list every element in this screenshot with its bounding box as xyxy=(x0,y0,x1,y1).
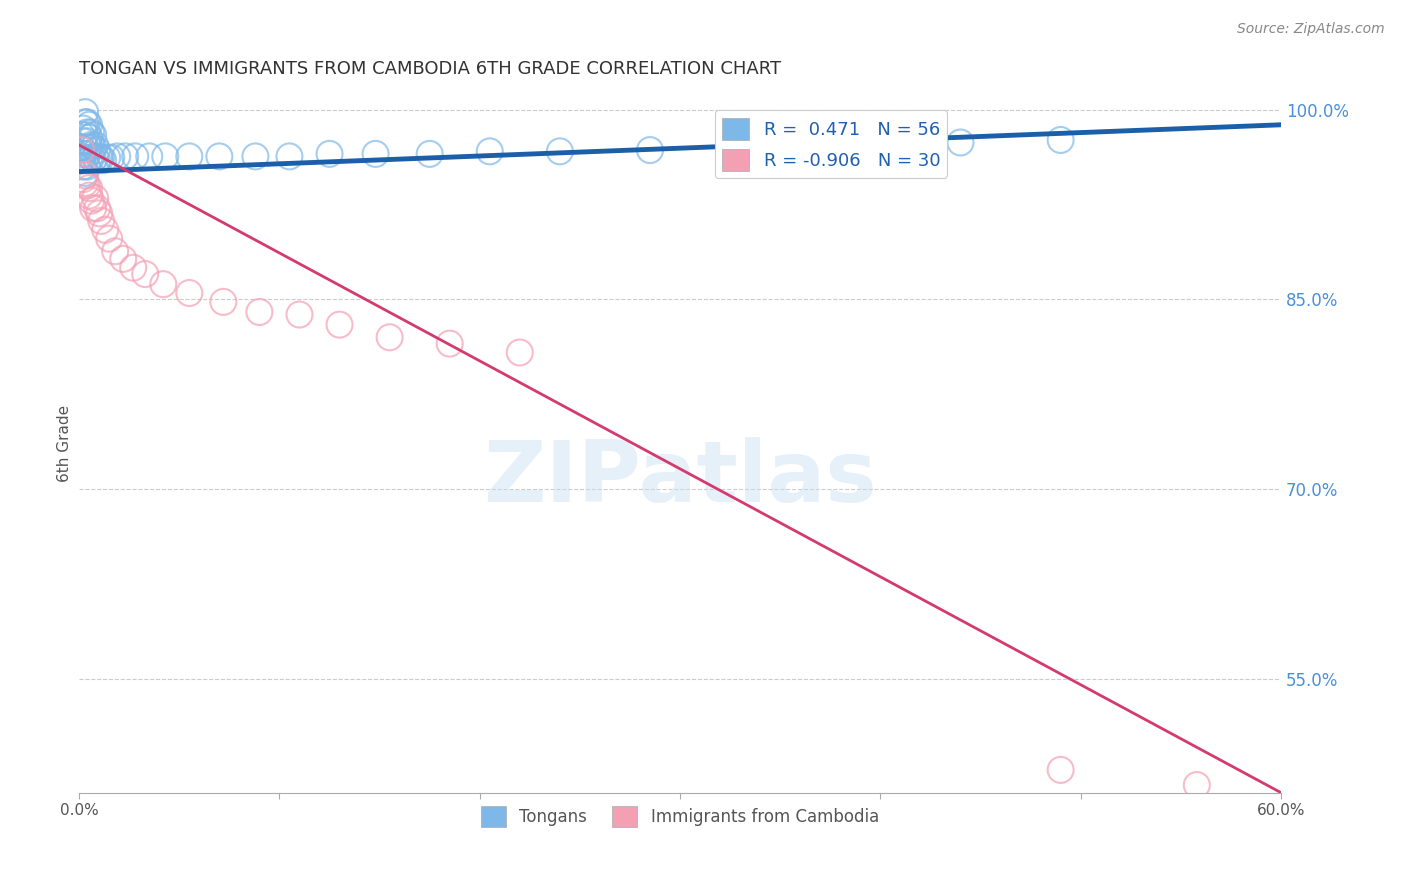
Point xyxy=(1185,778,1208,792)
Point xyxy=(155,149,177,163)
Point xyxy=(76,134,98,148)
Point xyxy=(77,181,100,195)
Y-axis label: 6th Grade: 6th Grade xyxy=(58,405,72,482)
Point xyxy=(89,206,111,220)
Point xyxy=(75,153,97,168)
Point xyxy=(76,160,98,174)
Point xyxy=(378,330,401,344)
Point xyxy=(75,140,97,154)
Point xyxy=(76,125,98,139)
Point xyxy=(104,244,127,259)
Point xyxy=(72,121,94,136)
Point xyxy=(76,178,98,193)
Point xyxy=(70,128,93,142)
Point xyxy=(77,188,100,202)
Point xyxy=(548,145,571,159)
Point xyxy=(80,194,103,208)
Point xyxy=(318,147,340,161)
Point xyxy=(152,277,174,292)
Point xyxy=(122,260,145,275)
Point xyxy=(70,140,93,154)
Text: Source: ZipAtlas.com: Source: ZipAtlas.com xyxy=(1237,22,1385,37)
Point xyxy=(1049,763,1071,777)
Point xyxy=(82,201,104,215)
Point xyxy=(179,149,201,163)
Point xyxy=(90,151,112,165)
Point xyxy=(728,140,751,154)
Point xyxy=(76,147,98,161)
Point xyxy=(179,285,201,300)
Legend: Tongans, Immigrants from Cambodia: Tongans, Immigrants from Cambodia xyxy=(474,799,886,833)
Point xyxy=(72,160,94,174)
Point xyxy=(247,305,270,319)
Point xyxy=(80,138,103,153)
Point xyxy=(80,151,103,165)
Point xyxy=(328,318,350,332)
Text: TONGAN VS IMMIGRANTS FROM CAMBODIA 6TH GRADE CORRELATION CHART: TONGAN VS IMMIGRANTS FROM CAMBODIA 6TH G… xyxy=(79,60,782,78)
Point xyxy=(77,130,100,145)
Point xyxy=(82,153,104,168)
Point xyxy=(80,125,103,139)
Point xyxy=(84,191,107,205)
Point xyxy=(124,149,146,163)
Point xyxy=(91,153,114,168)
Point xyxy=(1049,133,1071,147)
Point xyxy=(105,149,128,163)
Point xyxy=(245,149,267,163)
Point xyxy=(839,138,862,153)
Point xyxy=(112,252,135,266)
Point xyxy=(509,345,531,359)
Point xyxy=(278,149,301,163)
Point xyxy=(89,151,111,165)
Point xyxy=(86,201,108,215)
Point xyxy=(70,143,93,157)
Point xyxy=(94,223,117,237)
Point xyxy=(419,147,441,161)
Point xyxy=(72,147,94,161)
Point xyxy=(98,232,121,246)
Point xyxy=(288,308,311,322)
Point xyxy=(100,151,122,165)
Point xyxy=(86,153,108,168)
Point xyxy=(75,176,97,190)
Point xyxy=(439,336,461,351)
Point xyxy=(82,140,104,154)
Point xyxy=(114,149,136,163)
Point xyxy=(70,153,93,168)
Point xyxy=(949,136,972,150)
Text: ZIPatlas: ZIPatlas xyxy=(484,437,877,520)
Point xyxy=(75,166,97,180)
Point xyxy=(75,128,97,142)
Point xyxy=(212,294,235,309)
Point xyxy=(134,267,156,281)
Point xyxy=(96,151,118,165)
Point xyxy=(77,140,100,154)
Point xyxy=(77,153,100,168)
Point xyxy=(75,169,97,183)
Point xyxy=(75,115,97,129)
Point xyxy=(364,147,387,161)
Point xyxy=(208,149,231,163)
Point xyxy=(90,214,112,228)
Point xyxy=(638,143,661,157)
Point xyxy=(76,115,98,129)
Point xyxy=(478,145,501,159)
Point xyxy=(86,143,108,157)
Point xyxy=(72,134,94,148)
Point xyxy=(72,172,94,186)
Point xyxy=(84,151,107,165)
Point xyxy=(82,128,104,142)
Point xyxy=(84,138,107,153)
Point xyxy=(138,149,160,163)
Point xyxy=(77,118,100,132)
Point xyxy=(75,105,97,120)
